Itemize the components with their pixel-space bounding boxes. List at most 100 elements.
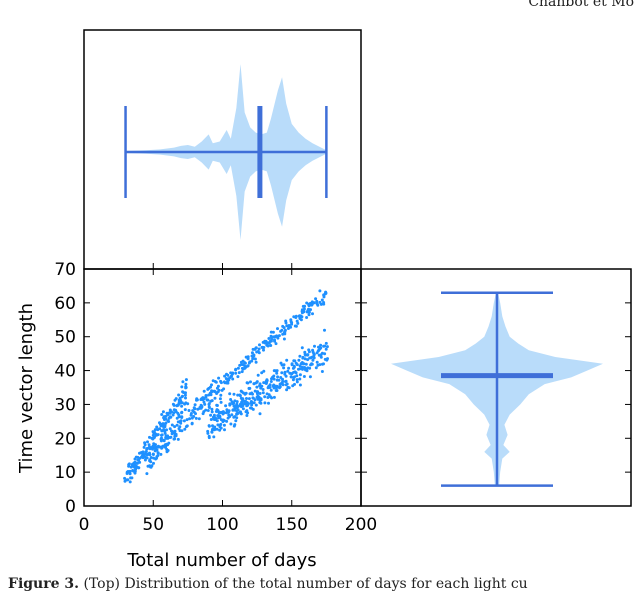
scatter-point — [219, 381, 223, 385]
scatter-point — [258, 343, 261, 347]
scatter-point — [281, 383, 285, 387]
scatter-point — [257, 351, 261, 355]
scatter-point — [245, 414, 249, 417]
scatter-point — [306, 358, 310, 362]
scatter-point — [224, 377, 228, 381]
scatter-point — [315, 360, 319, 364]
scatter-point — [249, 380, 252, 384]
scatter-point — [326, 357, 329, 361]
scatter-point — [301, 367, 304, 371]
scatter-point — [294, 316, 298, 319]
scatter-point — [323, 344, 327, 348]
scatter-point — [286, 369, 290, 373]
scatter-point — [226, 380, 229, 384]
scatter-point — [312, 354, 316, 358]
scatter-point — [246, 411, 250, 415]
scatter-point — [320, 298, 324, 302]
scatter-point — [323, 328, 326, 332]
x-tick-label: 200 — [345, 515, 377, 535]
scatter-point — [245, 381, 249, 385]
scatter-point — [206, 409, 210, 412]
scatter-point — [207, 406, 211, 409]
scatter-point — [265, 343, 269, 347]
scatter-point — [210, 430, 214, 434]
scatter-point — [192, 406, 196, 410]
scatter-point — [272, 374, 276, 378]
scatter-point — [256, 390, 259, 394]
scatter-point — [180, 385, 184, 389]
scatter-point — [291, 378, 295, 382]
scatter-point — [278, 385, 282, 389]
scatter-point — [285, 358, 289, 362]
scatter-point — [298, 354, 302, 358]
scatter-point — [255, 385, 259, 389]
scatter-point — [224, 404, 228, 408]
scatter-point — [322, 293, 326, 297]
scatter-point — [287, 366, 291, 370]
scatter-point — [257, 347, 261, 351]
scatter-point — [173, 425, 177, 429]
scatter-point — [177, 415, 181, 419]
scatter-point — [155, 445, 159, 449]
scatter-point — [188, 417, 192, 421]
scatter-point — [228, 392, 232, 396]
scatter-point — [261, 388, 265, 391]
scatter-point — [307, 348, 311, 352]
scatter-point — [253, 398, 257, 402]
scatter-point — [145, 447, 149, 451]
scatter-point — [298, 373, 302, 377]
scatter-point — [145, 453, 149, 457]
y-tick-label: 60 — [54, 294, 76, 314]
scatter-point — [325, 345, 329, 349]
scatter-point — [138, 456, 142, 460]
scatter-point — [202, 410, 206, 414]
scatter-point — [132, 461, 136, 465]
scatter-point — [266, 386, 270, 390]
scatter-point — [177, 398, 181, 402]
scatter-point — [178, 429, 182, 433]
scatter-point — [299, 318, 303, 322]
scatter-point — [151, 453, 155, 456]
scatter-point — [222, 419, 226, 422]
scatter-point — [223, 374, 227, 378]
scatter-point — [236, 366, 240, 370]
scatter-point — [240, 370, 244, 374]
scatter-point — [170, 430, 174, 433]
scatter-point — [298, 364, 302, 368]
scatter-point — [319, 355, 323, 359]
scatter-point — [308, 356, 312, 360]
scatter-point — [269, 344, 273, 347]
y-tick-label: 10 — [54, 463, 76, 483]
scatter-point — [199, 398, 203, 402]
scatter-point — [324, 291, 328, 295]
scatter-point — [239, 405, 243, 409]
scatter-point — [232, 392, 236, 396]
y-tick-label: 30 — [54, 395, 76, 415]
scatter-point — [275, 371, 279, 375]
scatter-point — [285, 388, 289, 392]
scatter-point — [169, 415, 173, 419]
scatter-point — [270, 396, 274, 400]
scatter-point — [269, 388, 273, 392]
scatter-point — [164, 434, 168, 438]
scatter-point — [217, 376, 221, 380]
scatter-point — [265, 378, 269, 382]
page-header-text: Chanbot et Mo — [528, 0, 634, 10]
scatter-point — [152, 456, 156, 460]
scatter-point — [292, 370, 296, 374]
scatter-point — [170, 432, 174, 436]
scatter-point — [301, 356, 305, 360]
scatter-point — [204, 395, 208, 399]
scatter-point — [149, 465, 153, 469]
y-tick-label: 50 — [54, 328, 76, 348]
scatter-point — [305, 367, 308, 371]
scatter-point — [293, 359, 297, 363]
scatter-point — [136, 458, 140, 462]
scatter-point — [307, 313, 311, 317]
scatter-point — [168, 427, 172, 431]
scatter-point — [197, 417, 201, 421]
scatter-point — [269, 380, 273, 383]
scatter-point — [252, 382, 256, 386]
scatter-point — [219, 393, 223, 397]
scatter-point — [320, 370, 324, 373]
